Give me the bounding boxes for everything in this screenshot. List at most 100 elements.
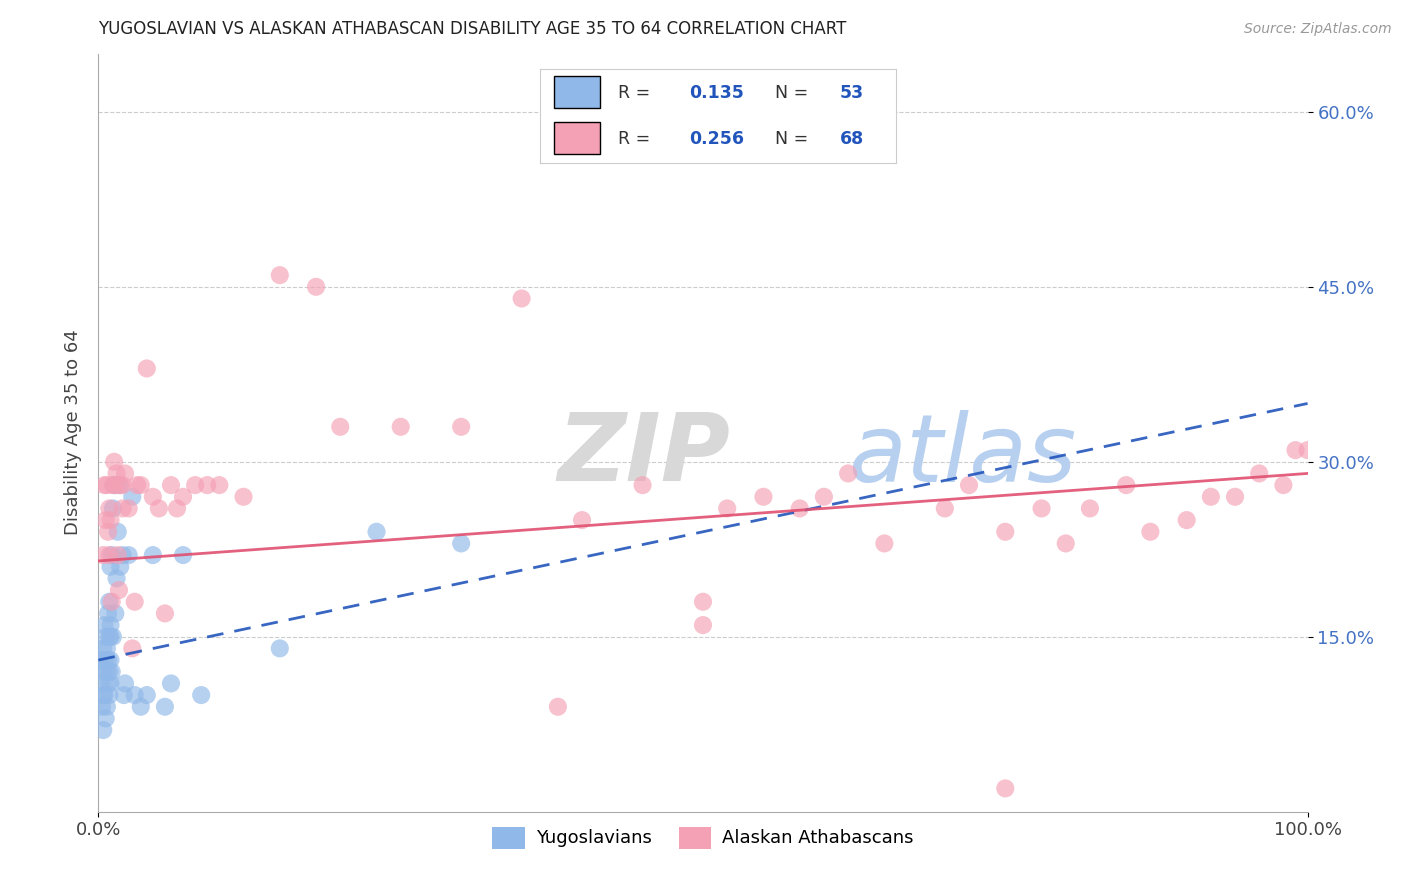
Point [103,455,125,469]
Point [450,419,472,434]
Point [94,513,117,527]
Point [208,478,231,492]
Point [104,478,127,492]
Point [97,676,120,690]
Point [129,478,152,492]
Point [98,548,121,562]
Point [124,595,146,609]
Point [112,688,135,702]
Point [135,688,157,702]
Point [153,699,176,714]
Point [96,641,118,656]
Point [135,361,157,376]
Legend: Yugoslavians, Alaskan Athabascans: Yugoslavians, Alaskan Athabascans [485,819,921,855]
Point [94,630,117,644]
Point [114,676,136,690]
Point [232,490,254,504]
Point [121,641,143,656]
Point [450,536,472,550]
Point [107,548,129,562]
Point [994,781,1017,796]
Point [108,478,131,492]
Point [100,559,122,574]
Point [105,571,128,585]
Point [101,501,124,516]
Point [100,665,122,679]
Point [142,490,165,504]
Point [269,268,291,282]
Point [107,524,129,539]
Point [1054,536,1077,550]
Point [100,676,122,690]
Point [994,524,1017,539]
Point [97,653,120,667]
Point [97,524,120,539]
Point [97,607,120,621]
Point [190,688,212,702]
Point [510,292,533,306]
Point [118,501,141,516]
Point [98,665,121,679]
Point [1175,513,1198,527]
Point [101,630,124,644]
Point [121,490,143,504]
Point [127,478,149,492]
Point [103,478,125,492]
Point [89,653,111,667]
Point [957,478,980,492]
Point [329,419,352,434]
Point [93,478,115,492]
Point [90,676,112,690]
Point [789,501,811,516]
Point [1031,501,1053,516]
Point [129,699,152,714]
Point [98,501,121,516]
Text: atlas: atlas [848,409,1077,501]
Point [160,676,183,690]
Point [716,501,738,516]
Point [389,419,412,434]
Point [752,490,775,504]
Point [873,536,896,550]
Point [184,478,207,492]
Point [124,688,146,702]
Point [100,618,122,632]
Point [1139,524,1161,539]
Point [837,467,859,481]
Point [305,280,328,294]
Text: Source: ZipAtlas.com: Source: ZipAtlas.com [1244,22,1392,37]
Point [1223,490,1246,504]
Point [692,595,714,609]
Point [91,548,114,562]
Point [195,478,218,492]
Point [547,699,569,714]
Point [1115,478,1137,492]
Y-axis label: Disability Age 35 to 64: Disability Age 35 to 64 [63,330,82,535]
Point [631,478,654,492]
Point [98,630,121,644]
Point [148,501,170,516]
Point [114,467,136,481]
Point [172,490,194,504]
Point [108,559,131,574]
Point [96,478,118,492]
Point [571,513,593,527]
Point [93,618,115,632]
Point [100,595,122,609]
Point [93,653,115,667]
Point [93,688,115,702]
Point [1199,490,1222,504]
Point [1272,478,1295,492]
Point [111,478,134,492]
Point [94,711,117,725]
Point [1296,443,1319,458]
Point [111,548,134,562]
Point [108,583,131,598]
Point [934,501,956,516]
Point [160,478,183,492]
Point [91,688,114,702]
Text: YUGOSLAVIAN VS ALASKAN ATHABASCAN DISABILITY AGE 35 TO 64 CORRELATION CHART: YUGOSLAVIAN VS ALASKAN ATHABASCAN DISABI… [98,21,846,38]
Point [1284,443,1306,458]
Point [692,618,714,632]
Text: ZIP: ZIP [558,409,731,501]
